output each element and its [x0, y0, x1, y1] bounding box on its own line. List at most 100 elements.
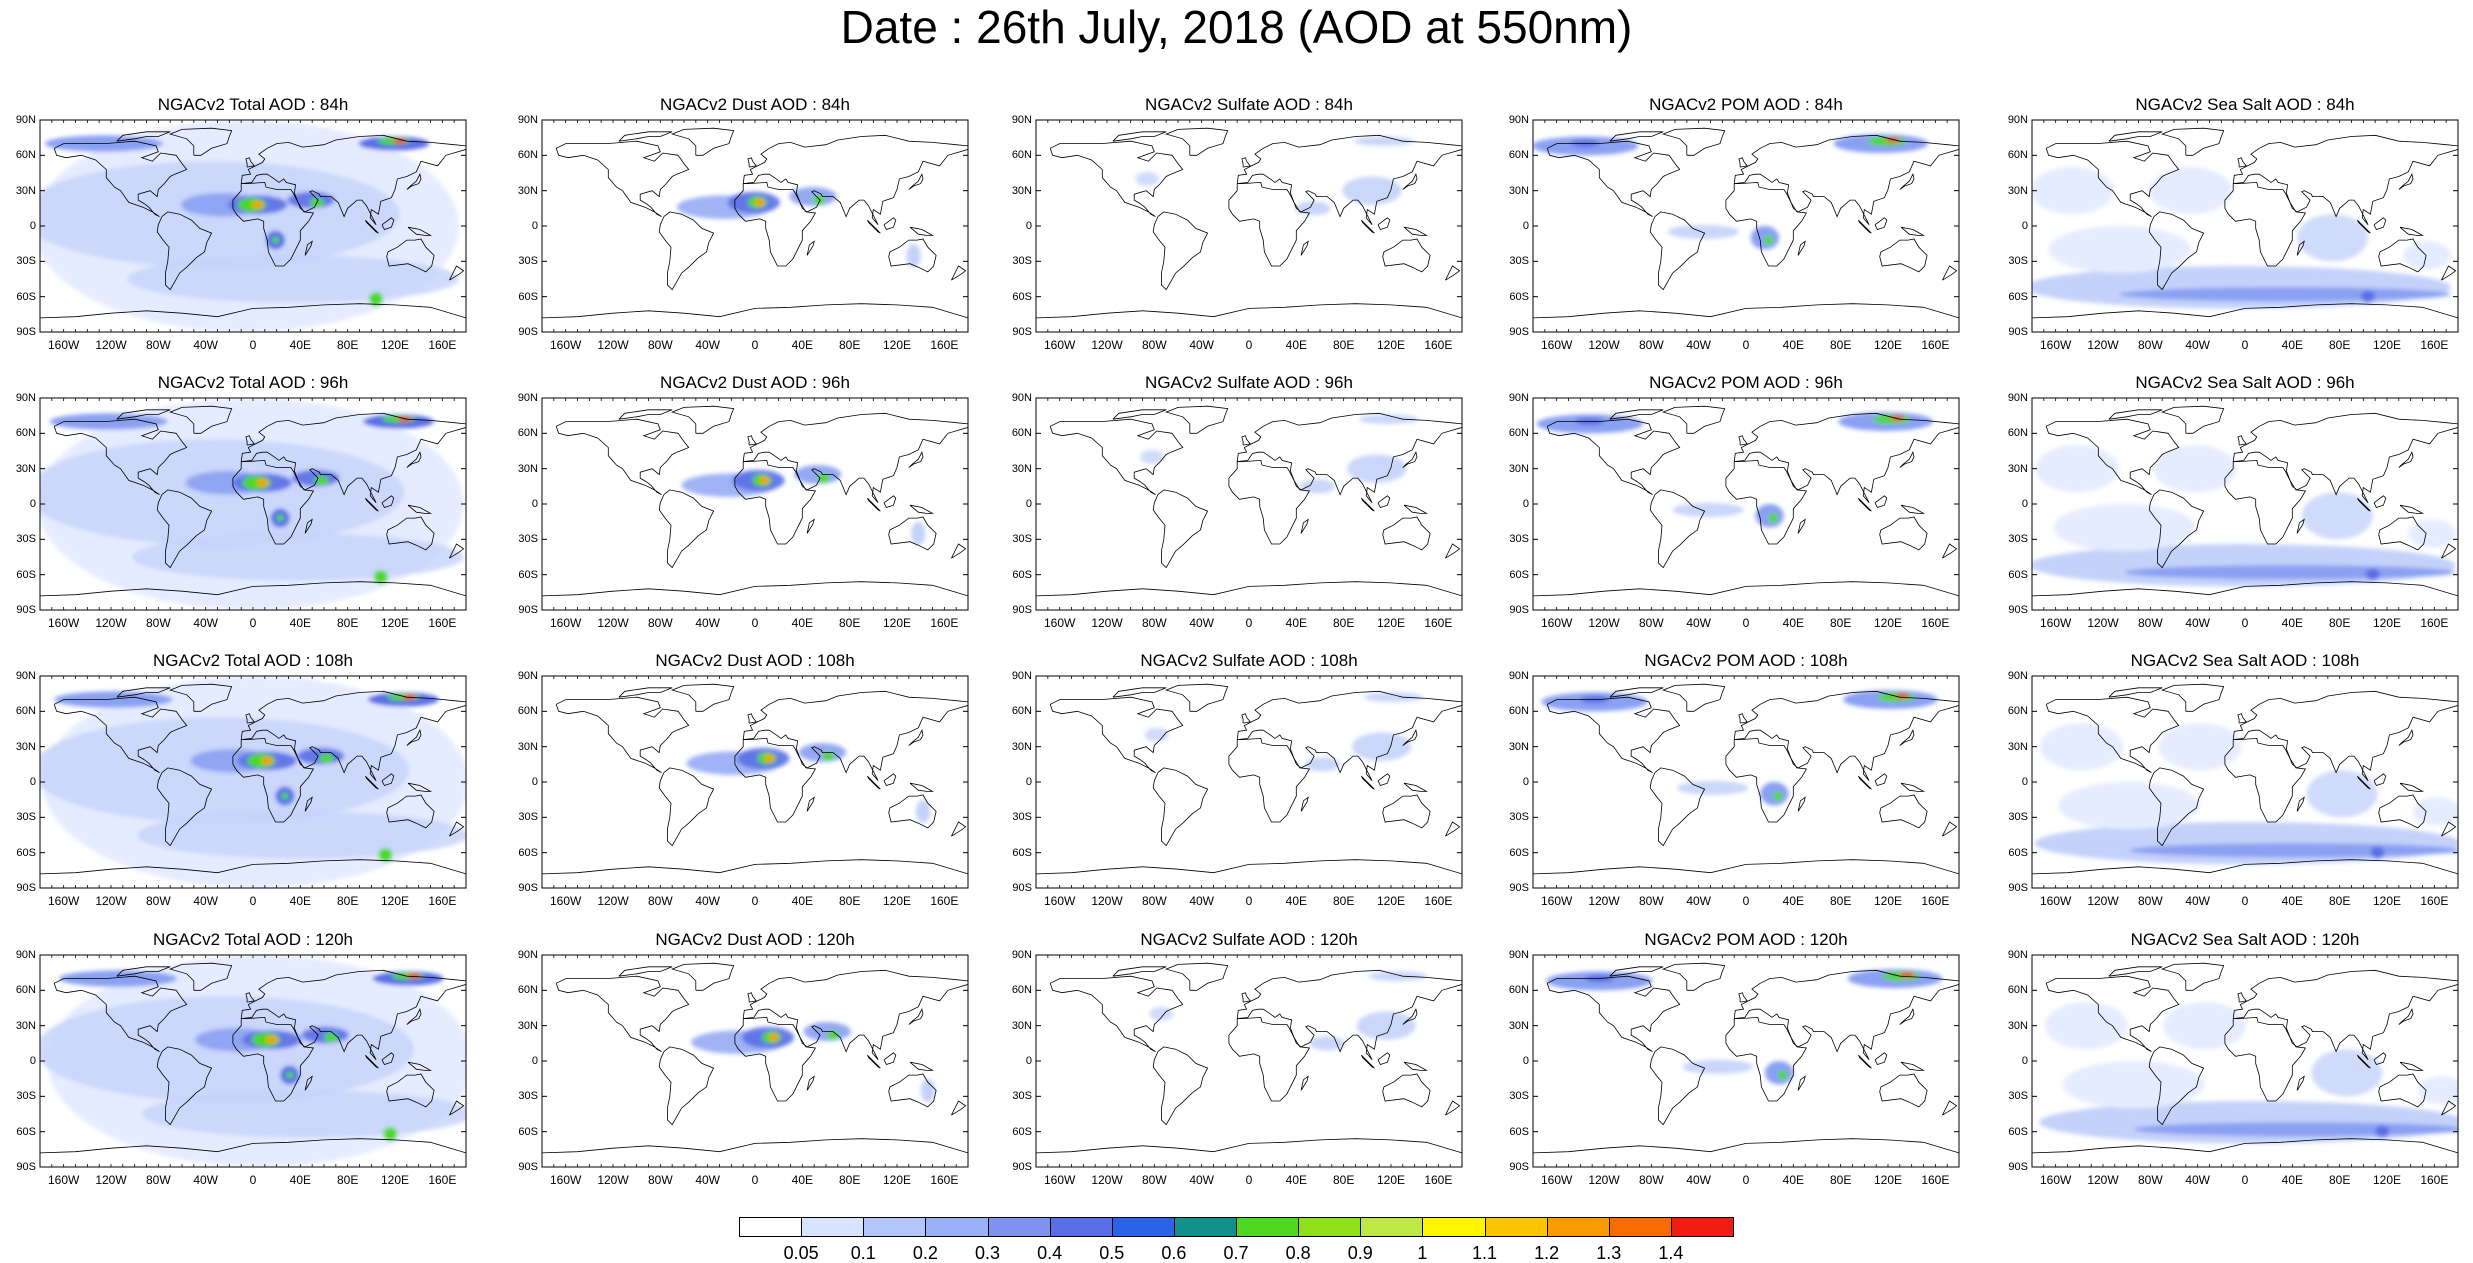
lon-tick-label: 120E — [380, 616, 410, 630]
coastline — [1361, 1054, 1375, 1069]
lat-tick-label: 90S — [518, 882, 538, 894]
colorbar-swatch — [863, 1217, 927, 1237]
lat-tick-label: 30S — [16, 1090, 36, 1103]
lon-tick-label: 120W — [95, 616, 127, 630]
coastline — [908, 173, 924, 190]
aerosol-field — [2153, 445, 2237, 493]
lon-tick-label: 160E — [428, 1173, 457, 1187]
aerosol-field — [2311, 1049, 2383, 1097]
lon-tick-label: 40E — [1782, 616, 1804, 630]
coastline — [304, 796, 313, 812]
coastline — [406, 451, 422, 468]
colorbar-swatch — [1484, 1217, 1548, 1237]
lat-tick-label: 30S — [1012, 255, 1032, 268]
colorbar-tick-label: 0.3 — [974, 1243, 1001, 1263]
lon-tick-label: 160E — [1921, 894, 1950, 908]
coastline — [240, 134, 466, 226]
lat-tick-label: 90S — [2008, 604, 2028, 616]
coastline — [1241, 713, 1251, 724]
lon-tick-label: 40E — [2281, 894, 2303, 908]
lon-tick-label: 160E — [930, 894, 959, 908]
lon-tick-label: 40W — [1189, 894, 1214, 908]
coastline — [2399, 504, 2425, 514]
lon-tick-label: 0 — [249, 616, 257, 630]
lon-tick-label: 80W — [2137, 616, 2163, 630]
aerosol-field — [1363, 692, 1423, 702]
lon-tick-label: 120W — [597, 1173, 629, 1187]
coastline — [2399, 782, 2425, 792]
coastline — [747, 713, 757, 724]
panel-title: NGACv2 Sulfate AOD : 108h — [1140, 651, 1358, 670]
lon-tick-label: 40W — [2185, 338, 2210, 352]
coastline — [1899, 729, 1915, 746]
coastline — [1112, 687, 1167, 698]
coastline — [888, 238, 937, 273]
aod-map — [39, 954, 467, 1168]
coastline — [951, 543, 967, 559]
coastline — [1382, 794, 1431, 829]
coastline — [2032, 859, 2458, 875]
coastline — [742, 690, 968, 782]
lon-tick-label: 80E — [838, 1173, 861, 1187]
coastline — [407, 1061, 433, 1071]
map-frame: 90N 60N 30N 0 30S 60S 90S 160W 120W 80W 40W 0 40E 80E… — [16, 949, 467, 1187]
lat-tick-label: 30N — [517, 740, 538, 753]
lon-tick-label: 160W — [47, 1173, 80, 1187]
coastline — [888, 794, 937, 829]
colorbar-swatch — [1608, 1217, 1672, 1237]
coastline — [381, 1052, 395, 1065]
aerosol-field — [1354, 136, 1414, 146]
coastline — [381, 217, 395, 230]
lat-tick-label: 90N — [15, 114, 36, 126]
lon-tick-label: 80E — [1332, 1173, 1355, 1187]
coastline — [670, 683, 735, 712]
lat-tick-label: 90N — [1508, 949, 1529, 961]
lat-tick-label: 60N — [1508, 705, 1529, 718]
lon-tick-label: 160W — [1540, 616, 1573, 630]
coastline — [168, 683, 233, 712]
map-panel: NGACv2 POM AOD : 120h 90N 60N 30N 0 30S 60S 90S… — [1493, 930, 1963, 1187]
coastline — [406, 1008, 422, 1025]
aerosol-field — [1768, 513, 1778, 523]
coastline — [2045, 140, 2180, 217]
coastline — [2296, 796, 2305, 812]
coastline — [1361, 775, 1375, 790]
lon-tick-label: 80W — [1638, 338, 1664, 352]
lon-tick-label: 80E — [2328, 894, 2351, 908]
panel-title: NGACv2 Dust AOD : 84h — [660, 95, 850, 114]
lon-tick-label: 80E — [2328, 616, 2351, 630]
lat-tick-label: 60S — [16, 290, 36, 303]
colorbar-swatch — [1546, 1217, 1610, 1237]
lon-tick-label: 40W — [1189, 616, 1214, 630]
coastline — [806, 1075, 815, 1091]
lat-tick-label: 0 — [2021, 1055, 2028, 1067]
lat-tick-label: 30N — [1508, 184, 1529, 197]
map-frame: 90N 60N 30N 0 30S 60S 90S 160W 120W 80W 40W 0 40E 80E… — [2008, 114, 2459, 352]
lon-tick-label: 120E — [1873, 894, 1903, 908]
lon-tick-label: 120E — [1376, 894, 1406, 908]
lat-tick-label: 30S — [1509, 811, 1529, 824]
lon-tick-label: 160W — [549, 338, 582, 352]
lon-tick-label: 80E — [336, 894, 359, 908]
aerosol-field — [2149, 167, 2232, 215]
page-title: Date : 26th July, 2018 (AOD at 550nm) — [840, 1, 1633, 53]
aerosol-field — [2119, 287, 2451, 302]
panel-title: NGACv2 Sea Salt AOD : 120h — [2130, 930, 2360, 949]
lat-tick-label: 90N — [1011, 392, 1032, 404]
lat-tick-label: 90N — [2007, 670, 2028, 682]
coastline — [40, 303, 466, 319]
coastline — [1858, 1054, 1872, 1069]
coastline — [2148, 489, 2205, 569]
lat-tick-label: 30S — [1509, 533, 1529, 546]
aerosol-field — [1347, 454, 1407, 483]
coastline — [1900, 1061, 1926, 1071]
lat-tick-label: 30S — [2008, 1090, 2028, 1103]
lat-tick-label: 90N — [517, 114, 538, 126]
coastline — [1725, 737, 1808, 823]
coastline — [168, 962, 233, 991]
colorbar-tick-label: 0.1 — [850, 1243, 876, 1263]
coastline — [2032, 581, 2458, 597]
lat-tick-label: 30S — [1509, 255, 1529, 268]
lon-tick-label: 160W — [549, 1173, 582, 1187]
